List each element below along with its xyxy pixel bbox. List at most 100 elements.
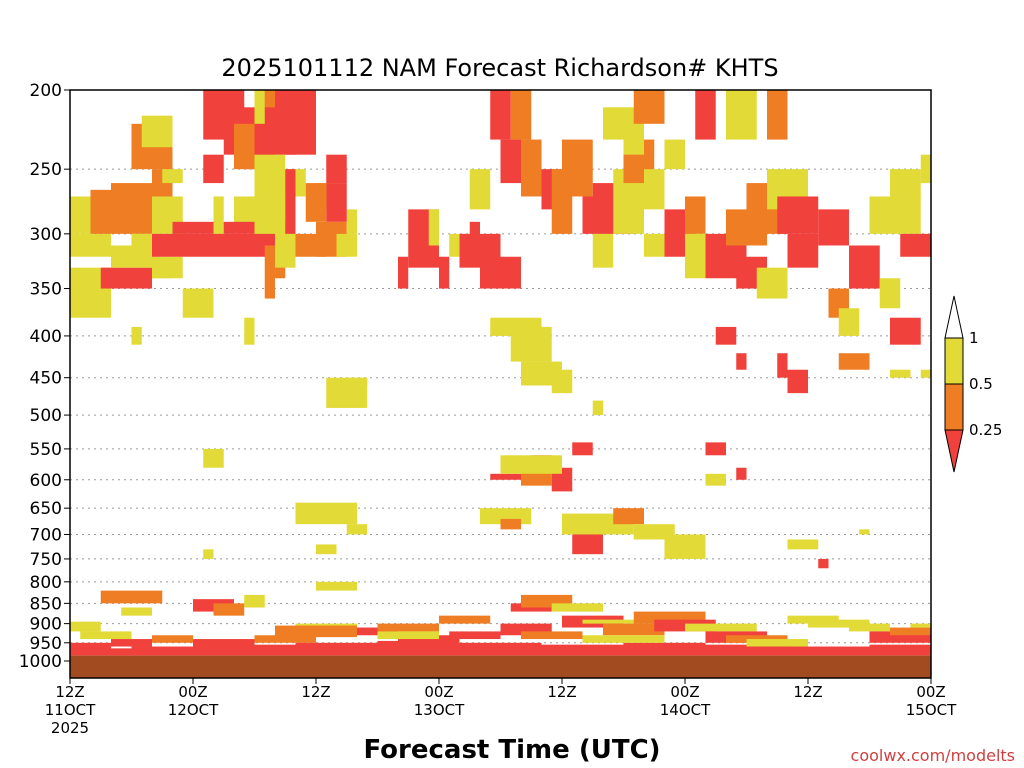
richardson-cell (80, 631, 132, 640)
y-tick-label: 400 (30, 327, 62, 347)
richardson-cell (879, 278, 901, 309)
richardson-cell (490, 90, 511, 140)
richardson-cell (890, 196, 921, 234)
richardson-cell (469, 169, 491, 210)
y-tick-label: 900 (30, 615, 62, 635)
richardson-cell (623, 642, 706, 656)
richardson-cell (726, 90, 757, 140)
richardson-cell (162, 169, 183, 184)
richardson-cell (193, 639, 255, 647)
richardson-cell (439, 256, 450, 289)
richardson-cell (234, 196, 255, 222)
richardson-cell (449, 631, 501, 640)
richardson-cell (316, 544, 337, 555)
richardson-cell (603, 107, 624, 140)
richardson-cell (490, 473, 521, 480)
richardson-cell (203, 154, 224, 184)
richardson-cell (100, 267, 152, 289)
richardson-cell (121, 607, 152, 616)
richardson-cell (838, 308, 860, 336)
richardson-cell (541, 644, 624, 656)
richardson-cell (551, 603, 603, 612)
richardson-cell (664, 534, 706, 559)
richardson-cell (70, 233, 111, 257)
chart-title: 2025101112 NAM Forecast Richardson# KHTS (221, 54, 778, 82)
richardson-cell (787, 539, 819, 550)
richardson-cell (70, 621, 101, 632)
richardson-cell (910, 623, 931, 628)
richardson-cell (100, 590, 163, 604)
richardson-cell (213, 603, 245, 616)
richardson-cell (869, 644, 931, 656)
richardson-cell (254, 90, 265, 124)
y-tick-label: 950 (30, 634, 62, 654)
richardson-cell (111, 639, 152, 647)
richardson-cell (695, 90, 716, 140)
richardson-cell (726, 635, 788, 643)
richardson-cell (859, 529, 870, 535)
y-tick-label: 850 (30, 594, 62, 614)
richardson-cell (254, 635, 316, 643)
y-tick-label: 250 (30, 160, 62, 180)
richardson-cell (70, 648, 132, 656)
richardson-cell (152, 256, 183, 279)
richardson-cell (715, 326, 737, 345)
richardson-cell (295, 502, 357, 525)
y-axis-ticks: 200 250 300 350 400 450 500 550 600 650 700 750 8008… (19, 81, 70, 672)
y-tick-label: 200 (30, 81, 62, 101)
richardson-cell (213, 196, 224, 234)
richardson-cell (377, 623, 439, 632)
richardson-cell (90, 189, 111, 234)
richardson-cell (551, 369, 573, 394)
x-tick-label: 12Z (547, 683, 576, 701)
richardson-cell (326, 183, 347, 222)
richardson-cell (869, 631, 931, 643)
richardson-cell (510, 90, 532, 140)
richardson-cell (336, 627, 398, 636)
richardson-cell (398, 635, 460, 647)
richardson-cell (141, 115, 173, 148)
richardson-cell (736, 467, 747, 480)
ground-layer (70, 655, 931, 678)
richardson-cell (500, 518, 521, 530)
richardson-cell (449, 233, 460, 257)
richardson-cell (592, 233, 614, 268)
y-tick-label: 450 (30, 369, 62, 389)
richardson-cell (644, 233, 665, 257)
richardson-cell (111, 183, 152, 234)
richardson-cell (305, 183, 327, 222)
x-tick-label: 14OCT (660, 701, 711, 719)
richardson-cell (500, 139, 521, 184)
richardson-cell (890, 627, 931, 636)
richardson-cell (203, 448, 224, 468)
richardson-cell (500, 623, 552, 636)
richardson-cell (428, 209, 439, 246)
richardson-cell (705, 473, 726, 486)
richardson-cell (244, 594, 265, 608)
x-tick-label: 00Z (424, 683, 453, 701)
richardson-cell (510, 326, 552, 362)
richardson-cell (808, 619, 870, 628)
richardson-cell (767, 90, 788, 140)
richardson-cell (818, 558, 829, 569)
richardson-cell (234, 123, 255, 170)
legend-swatch (944, 383, 964, 431)
richardson-cell (264, 245, 275, 299)
richardson-cell (152, 635, 193, 643)
richardson-cell (633, 90, 665, 124)
color-legend: 1 0.5 0.25 (944, 295, 1002, 473)
richardson-cell (398, 256, 409, 289)
x-axis-label: Forecast Time (UTC) (363, 735, 660, 765)
legend-cap-top (944, 295, 964, 339)
x-tick-label: 00Z (916, 683, 945, 701)
heatmap-cells (70, 90, 931, 656)
richardson-cell (275, 625, 357, 638)
richardson-cell (572, 442, 593, 456)
richardson-cell (920, 154, 931, 184)
richardson-cell (900, 233, 931, 257)
richardson-cell (562, 139, 593, 197)
legend-label: 1 (969, 329, 979, 347)
richardson-cell (326, 154, 347, 184)
richardson-cell (264, 90, 275, 108)
